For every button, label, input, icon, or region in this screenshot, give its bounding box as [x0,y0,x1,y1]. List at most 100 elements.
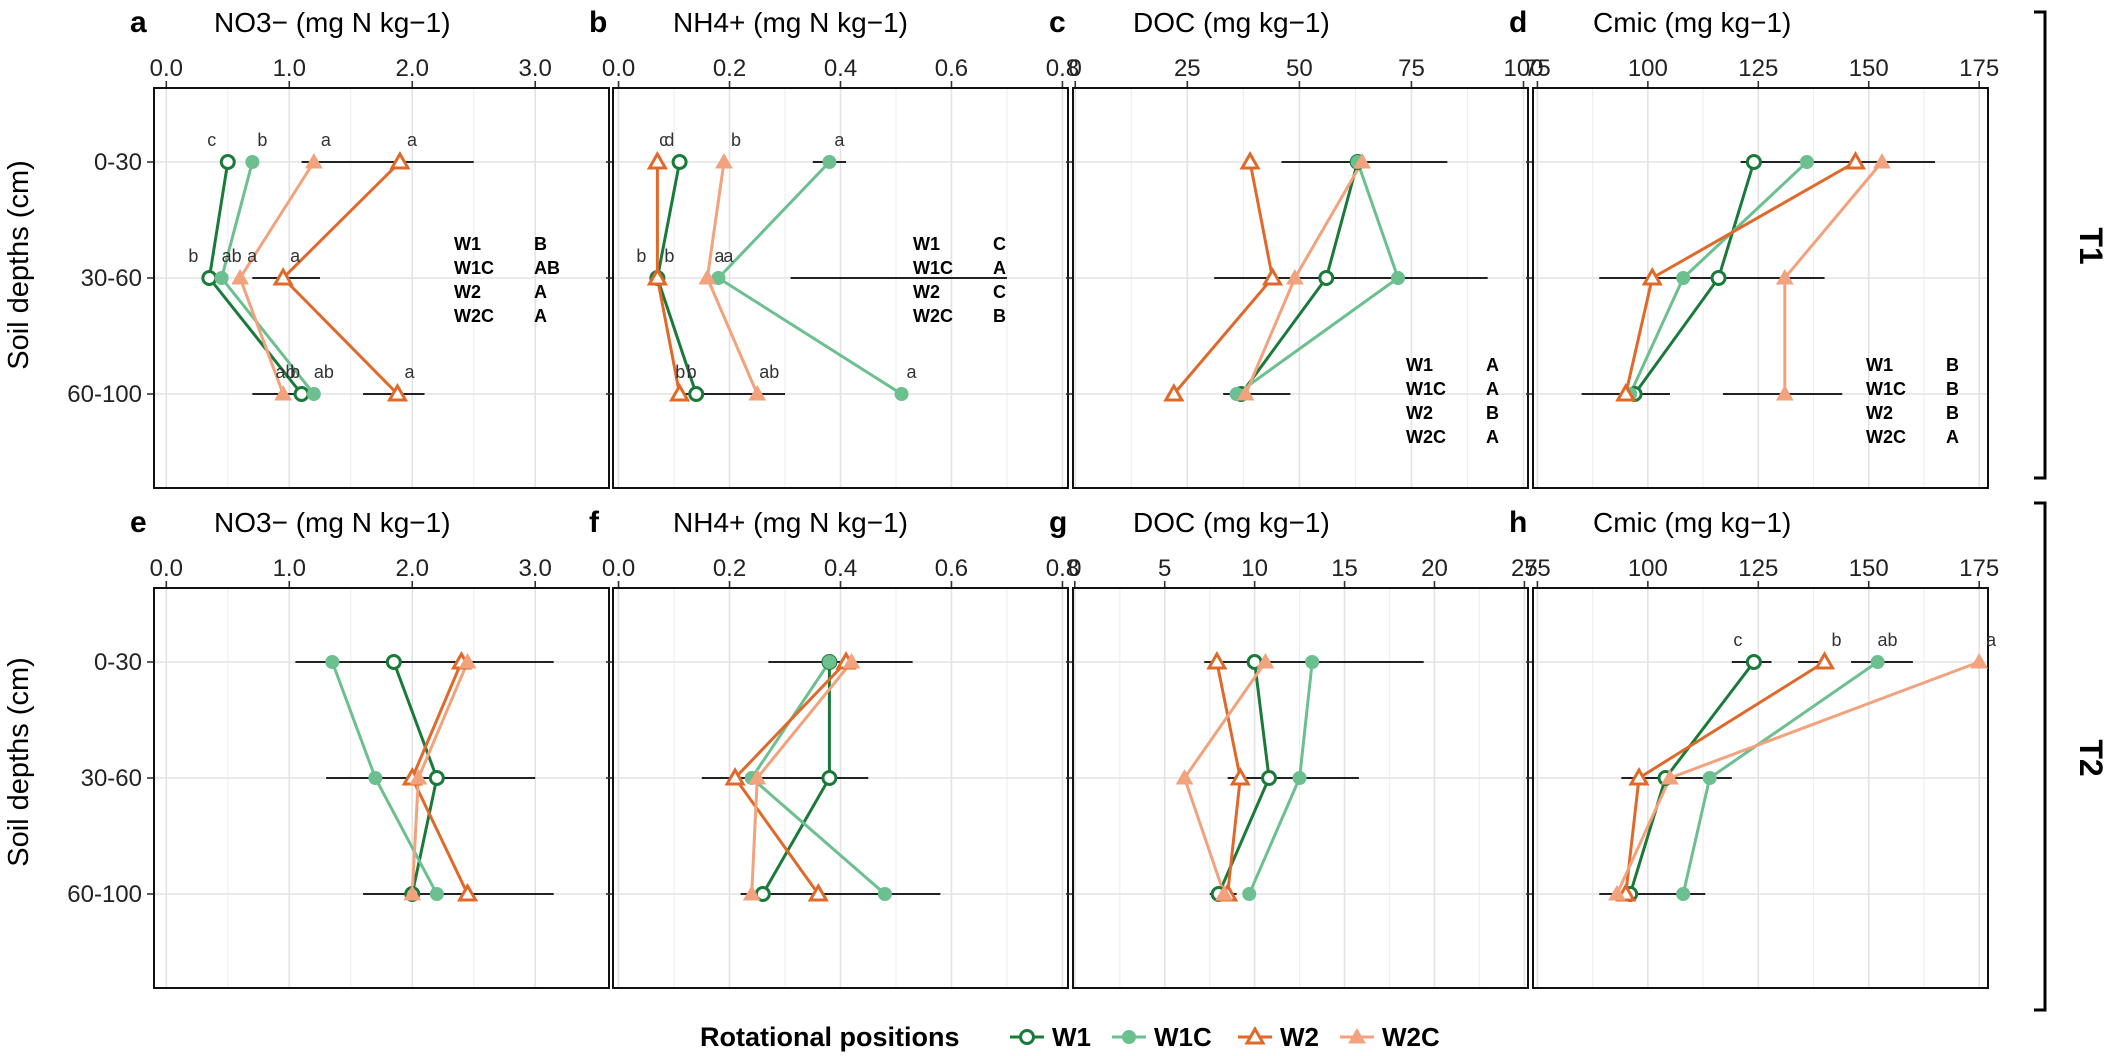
data-point-w1 [385,654,402,670]
significance-treatment: W2C [913,306,953,326]
significance-group: A [993,258,1006,278]
data-point-w2 [1239,150,1261,170]
significance-treatment: W1 [913,234,940,254]
legend-marker-w1c [1122,1030,1136,1044]
significance-letter: b [636,246,646,266]
significance-treatment: W2C [1406,427,1446,447]
significance-letter: a [1986,630,1997,650]
x-tick-label: 0.4 [824,55,857,82]
x-tick-label: 25 [1511,555,1538,582]
x-tick-label: 0.4 [824,555,857,582]
significance-letter: a [407,130,418,150]
significance-group: B [993,306,1006,326]
legend-label-w2: W2 [1280,1022,1319,1052]
x-tick-label: 20 [1421,555,1448,582]
data-point-w1 [1710,270,1727,286]
y-tick-label: 30-60 [81,265,142,292]
data-point-w1c [325,655,340,669]
data-point-w2c [1775,384,1794,401]
significance-treatment: W1C [454,258,494,278]
x-tick-label: 0.8 [1046,555,1079,582]
x-tick-label: 0 [1069,55,1082,82]
data-point-w2c [748,768,767,785]
x-tick-label: 2.0 [396,55,429,82]
significance-letter: c [659,130,668,150]
panel-title: DOC (mg kg−1) [1133,507,1330,538]
panel-title: NO3− (mg N kg−1) [214,7,451,38]
data-point-w2c [1775,268,1794,285]
panel-letter: h [1509,506,1527,539]
data-point-w1 [821,770,838,786]
x-tick-label: 0.0 [602,55,635,82]
legend: Rotational positions W1 W1C W2 W2C [700,1022,1440,1052]
legend-label-w1: W1 [1052,1022,1091,1052]
significance-group: C [993,282,1006,302]
data-point-w1c [306,387,321,401]
panel-b: 0.0 0.2 0.4 0.6 0.8b NH4+ (mg N kg−1)cbbaaadb… [589,6,1079,489]
x-tick-label: 150 [1849,55,1889,82]
panel-h: 75 100 125 150 175 h Cmic (mg kg−1) c ab b a [1509,506,1999,989]
significance-letter: b [1832,630,1842,650]
significance-letter: b [290,362,300,382]
data-point-w2c [1215,884,1233,901]
significance-letter: ab [222,246,242,266]
significance-letter: c [1733,630,1742,650]
x-tick-label: 3.0 [519,55,552,82]
data-point-w1 [293,386,310,402]
data-point-w2c [1608,884,1626,901]
panel-frame [153,87,610,489]
panel-d: 75 100 125 150 175 d Cmic (mg kg−1) W1 B W1C B W2 B W… [1509,6,1999,489]
data-point-w2c [1236,384,1255,401]
panel-c: 0 25 50 75 100 c DOC (mg kg−1) W1 A W1C A W2 B W2C A [1049,6,1544,489]
significance-letter: b [687,362,697,382]
significance-treatment: W2 [454,282,481,302]
significance-treatment: W1 [1866,355,1893,375]
significance-group: B [1946,355,1959,375]
data-point-w2c [458,652,477,669]
panel-g: 0 5 10 15 20 25 g DOC (mg kg−1) [1049,506,1538,989]
data-point-w2c [1970,652,1989,669]
panel-title: Cmic (mg kg−1) [1593,7,1791,38]
significance-letter: ab [314,362,334,382]
significance-treatment: W1C [913,258,953,278]
significance-letter: a [321,130,332,150]
x-tick-label: 75 [1398,55,1425,82]
significance-letter: d [664,130,674,150]
data-point-w1c [1799,155,1814,169]
x-tick-label: 50 [1286,55,1313,82]
significance-letter: b [188,246,198,266]
panel-letter: b [589,6,607,39]
significance-group: B [1486,403,1499,423]
data-point-w1 [688,386,705,402]
x-tick-label: 0.8 [1046,55,1079,82]
significance-treatment: W2 [1406,403,1433,423]
significance-group: B [1946,379,1959,399]
significance-letter: a [404,362,415,382]
data-point-w2c [231,268,249,285]
data-point-w1 [428,770,445,786]
chart-panels: 0.0 1.0 2.0 3.0 0-30 30-60 60-100 a NO3− (mg N k… [67,6,1999,989]
x-tick-label: 2.0 [396,555,429,582]
panel-letter: f [589,506,600,539]
x-tick-label: 25 [1174,55,1201,82]
data-point-w1 [201,270,218,286]
x-tick-label: 100 [1503,55,1543,82]
panel-frame [1532,87,1989,489]
data-point-w2c [748,384,767,401]
x-tick-label: 15 [1331,555,1358,582]
data-point-w2 [1229,766,1251,786]
data-point-w2c [1353,152,1371,169]
significance-letter: a [290,246,301,266]
significance-letter: a [714,246,725,266]
data-point-w2c [1873,152,1891,169]
data-point-w1c [1870,655,1885,669]
x-tick-label: 125 [1738,555,1778,582]
data-point-w2 [1163,382,1185,402]
significance-group: A [1946,427,1959,447]
panel-frame [612,87,1069,489]
y-axis-label-top: Soil depths (cm) [3,160,35,370]
significance-group: A [534,306,547,326]
panel-letter: c [1049,6,1066,39]
significance-letter: b [664,246,674,266]
